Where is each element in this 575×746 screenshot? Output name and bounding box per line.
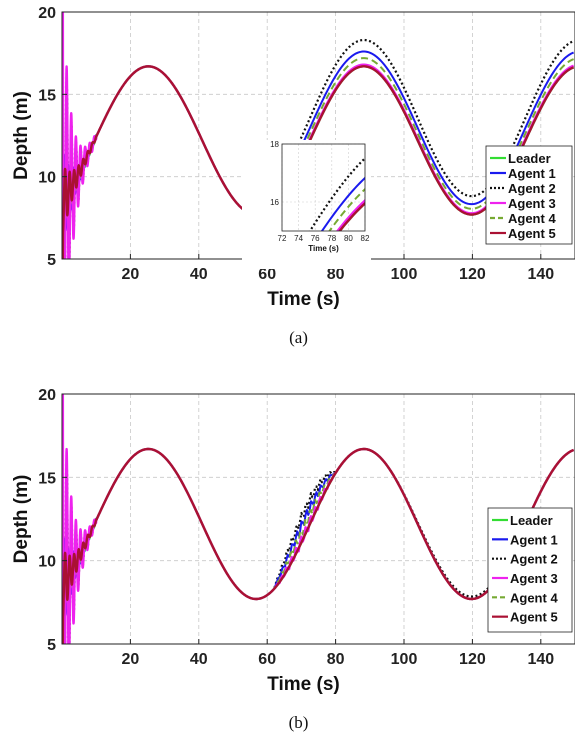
legend-entry: Leader bbox=[510, 513, 553, 528]
inset-x-tick-label: 74 bbox=[294, 234, 303, 243]
inset-series bbox=[308, 156, 365, 231]
figure-caption: (b) bbox=[289, 713, 309, 732]
legend-entry: Agent 1 bbox=[510, 532, 558, 547]
legend-entry: Agent 2 bbox=[508, 181, 556, 196]
y-tick-label: 20 bbox=[38, 5, 56, 22]
legend: Leader Agent 1 Agent 2 Agent 3 Agent 4 Agent … bbox=[487, 507, 573, 633]
x-tick-label: 120 bbox=[459, 266, 486, 283]
inset-y-tick-label: 18 bbox=[270, 140, 279, 149]
series-line-agent-5 bbox=[62, 447, 575, 644]
inset-x-tick-label: 80 bbox=[344, 234, 353, 243]
axes-box bbox=[61, 393, 575, 645]
x-tick-label: 20 bbox=[122, 651, 140, 668]
x-tick-label: 140 bbox=[527, 651, 554, 668]
legend-entry: Agent 5 bbox=[510, 610, 558, 625]
legend-entry: Agent 4 bbox=[510, 590, 558, 605]
legend-entry: Leader bbox=[508, 151, 551, 166]
x-tick-label: 100 bbox=[391, 651, 418, 668]
series-line-agent-5 bbox=[62, 65, 575, 259]
x-axis-label: Time (s) bbox=[267, 674, 340, 695]
y-tick-label: 10 bbox=[38, 554, 56, 571]
inset-x-tick-label: 76 bbox=[311, 234, 320, 243]
inset-x-axis-label: Time (s) bbox=[308, 244, 339, 253]
x-tick-label: 80 bbox=[327, 651, 345, 668]
x-tick-label: 140 bbox=[527, 266, 554, 283]
x-tick-label: 120 bbox=[459, 651, 486, 668]
inset-line-agent-5 bbox=[338, 201, 365, 231]
inset-x-tick-label: 78 bbox=[327, 234, 336, 243]
x-tick-label: 100 bbox=[391, 266, 418, 283]
inset-x-tick-label: 82 bbox=[361, 234, 370, 243]
chart-panel-1: 20 40 60 80 100 120 140 5 10 15 20 Time (s) Depth (m… bbox=[11, 5, 575, 347]
x-tick-label: 80 bbox=[327, 266, 345, 283]
inset-axes-box bbox=[281, 143, 366, 232]
legend-box bbox=[487, 507, 573, 633]
legend-entry: Agent 4 bbox=[508, 211, 556, 226]
chart-panel-2: 20 40 60 80 100 120 140 5 10 15 20 Time (s) Depth (m… bbox=[11, 387, 575, 732]
figure-caption: (a) bbox=[289, 328, 308, 347]
legend-entry: Agent 1 bbox=[508, 166, 556, 181]
y-tick-label: 15 bbox=[38, 470, 56, 487]
legend-entry: Agent 3 bbox=[510, 571, 558, 586]
x-tick-label: 40 bbox=[190, 651, 208, 668]
x-tick-label: 40 bbox=[190, 266, 208, 283]
y-tick-label: 15 bbox=[38, 87, 56, 104]
x-tick-label: 60 bbox=[258, 651, 276, 668]
inset-line-agent-3 bbox=[336, 198, 365, 231]
legend-entry: Agent 3 bbox=[508, 196, 556, 211]
inset-zoom: 72 74 76 78 80 82 16 18 Time (s) bbox=[242, 140, 371, 269]
inset-line-agent-1 bbox=[320, 176, 365, 231]
inset-x-tick-label: 72 bbox=[278, 234, 287, 243]
legend-entry: Agent 2 bbox=[510, 552, 558, 567]
y-tick-label: 5 bbox=[47, 252, 56, 269]
x-tick-label: 20 bbox=[122, 266, 140, 283]
inset-y-tick-label: 16 bbox=[270, 198, 279, 207]
series-group bbox=[62, 394, 575, 644]
y-tick-label: 5 bbox=[47, 637, 56, 654]
legend-entry: Agent 5 bbox=[508, 226, 556, 241]
legend-box bbox=[485, 145, 573, 245]
y-axis-label: Depth (m) bbox=[11, 91, 32, 180]
x-tick-label: 60 bbox=[258, 266, 276, 283]
inset-line-agent-4 bbox=[328, 187, 365, 231]
y-tick-label: 20 bbox=[38, 387, 56, 404]
series-group bbox=[62, 12, 575, 259]
y-axis-label: Depth (m) bbox=[11, 475, 32, 564]
y-tick-label: 10 bbox=[38, 170, 56, 187]
x-axis-label: Time (s) bbox=[267, 289, 340, 310]
